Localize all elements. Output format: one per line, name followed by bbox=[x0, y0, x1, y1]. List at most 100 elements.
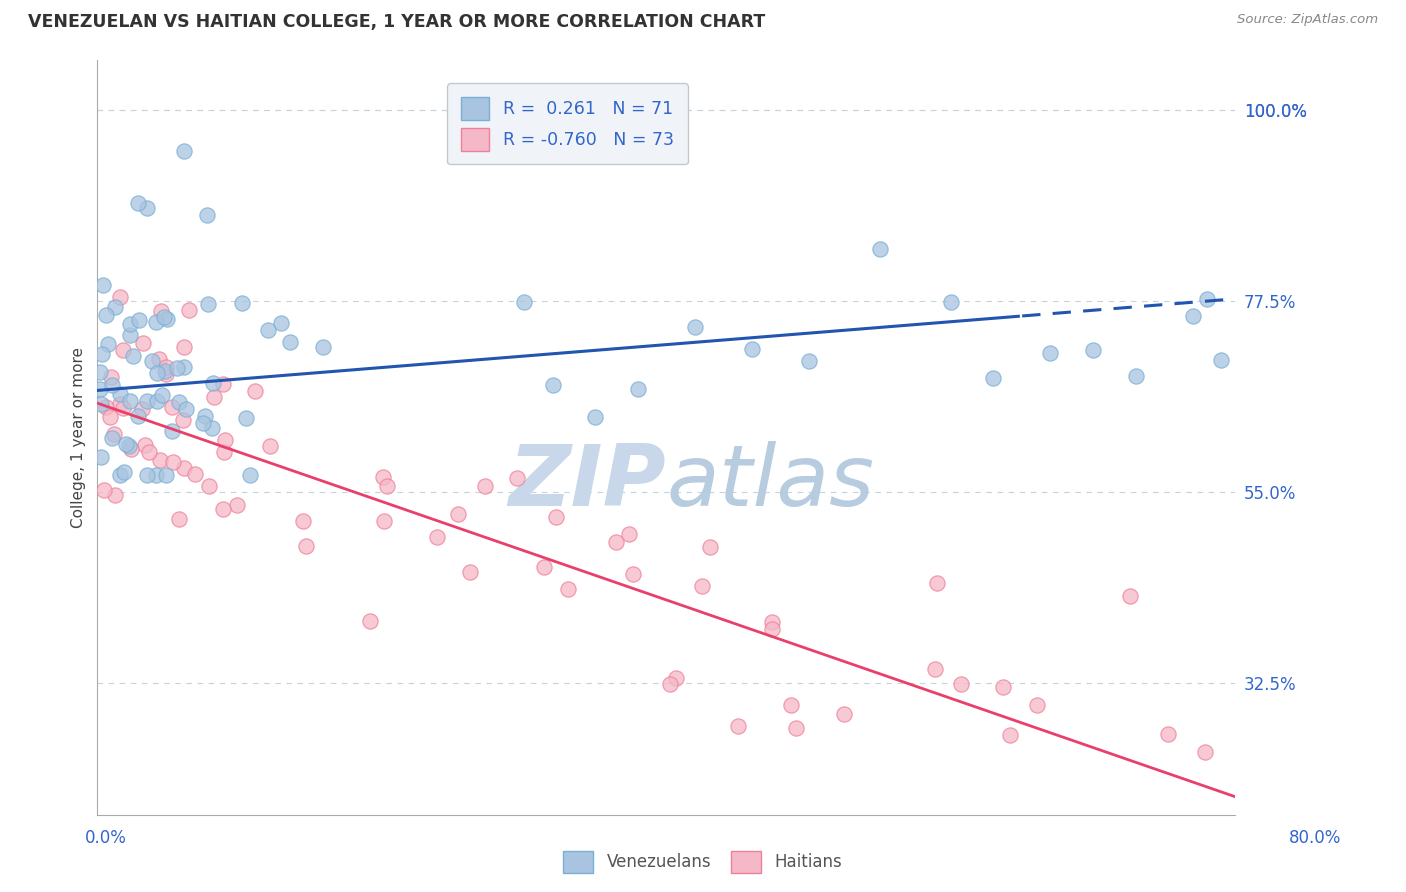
Point bbox=[118, 328, 141, 343]
Point bbox=[1119, 589, 1142, 603]
Point bbox=[110, 386, 132, 401]
Point bbox=[112, 401, 135, 415]
Text: 0.0%: 0.0% bbox=[84, 829, 127, 847]
Point bbox=[239, 468, 262, 483]
Point bbox=[1195, 292, 1218, 306]
Point bbox=[136, 468, 159, 483]
Point bbox=[426, 530, 449, 544]
Point bbox=[128, 313, 150, 327]
Point bbox=[541, 378, 564, 392]
Point bbox=[983, 371, 1005, 385]
Point bbox=[371, 470, 394, 484]
Point bbox=[155, 367, 177, 381]
Y-axis label: College, 1 year or more: College, 1 year or more bbox=[72, 347, 86, 527]
Point bbox=[173, 360, 195, 375]
Point bbox=[546, 510, 568, 524]
Point bbox=[127, 195, 149, 210]
Point bbox=[924, 662, 946, 676]
Point bbox=[135, 201, 157, 215]
Point bbox=[108, 468, 131, 483]
Point bbox=[155, 364, 177, 378]
Point bbox=[557, 582, 579, 596]
Point bbox=[194, 409, 217, 423]
Point bbox=[270, 316, 292, 330]
Text: VENEZUELAN VS HAITIAN COLLEGE, 1 YEAR OR MORE CORRELATION CHART: VENEZUELAN VS HAITIAN COLLEGE, 1 YEAR OR… bbox=[28, 13, 765, 31]
Legend: Venezuelans, Haitians: Venezuelans, Haitians bbox=[557, 845, 849, 880]
Point bbox=[214, 445, 236, 459]
Point bbox=[100, 370, 122, 384]
Point bbox=[583, 409, 606, 424]
Point bbox=[101, 377, 124, 392]
Point bbox=[359, 614, 381, 628]
Point bbox=[120, 317, 142, 331]
Point bbox=[727, 719, 749, 733]
Point bbox=[173, 461, 195, 475]
Point bbox=[1157, 726, 1180, 740]
Point bbox=[195, 208, 218, 222]
Point bbox=[1026, 698, 1049, 712]
Point bbox=[506, 471, 529, 485]
Point bbox=[149, 303, 172, 318]
Point bbox=[235, 411, 257, 425]
Point bbox=[257, 323, 280, 337]
Text: Source: ZipAtlas.com: Source: ZipAtlas.com bbox=[1237, 13, 1378, 27]
Point bbox=[153, 310, 176, 325]
Point bbox=[110, 397, 132, 411]
Point bbox=[138, 445, 160, 459]
Point bbox=[741, 342, 763, 356]
Point bbox=[167, 512, 190, 526]
Point bbox=[162, 424, 184, 438]
Point bbox=[201, 376, 224, 391]
Point bbox=[103, 426, 125, 441]
Point bbox=[869, 242, 891, 256]
Point bbox=[173, 339, 195, 353]
Point bbox=[101, 431, 124, 445]
Point bbox=[89, 382, 111, 396]
Point bbox=[212, 502, 235, 516]
Point bbox=[761, 622, 783, 636]
Point bbox=[198, 479, 221, 493]
Point bbox=[998, 728, 1021, 742]
Point bbox=[94, 308, 117, 322]
Point bbox=[665, 671, 688, 685]
Point bbox=[167, 394, 190, 409]
Text: atlas: atlas bbox=[666, 441, 875, 524]
Point bbox=[174, 401, 197, 416]
Point bbox=[226, 498, 249, 512]
Point bbox=[150, 388, 173, 402]
Point bbox=[118, 439, 141, 453]
Point bbox=[1125, 368, 1147, 383]
Point bbox=[201, 421, 224, 435]
Legend: R =  0.261   N = 71, R = -0.760   N = 73: R = 0.261 N = 71, R = -0.760 N = 73 bbox=[447, 83, 688, 164]
Point bbox=[627, 382, 650, 396]
Point bbox=[114, 437, 136, 451]
Point bbox=[127, 409, 149, 424]
Point bbox=[89, 365, 111, 379]
Point bbox=[373, 515, 395, 529]
Point bbox=[173, 145, 195, 159]
Point bbox=[779, 698, 801, 713]
Point bbox=[145, 366, 167, 380]
Point bbox=[690, 579, 713, 593]
Point bbox=[375, 478, 398, 492]
Point bbox=[212, 376, 235, 391]
Point bbox=[1081, 343, 1104, 357]
Point bbox=[699, 540, 721, 554]
Point bbox=[447, 508, 470, 522]
Point bbox=[121, 442, 143, 456]
Point bbox=[797, 354, 820, 368]
Point bbox=[134, 438, 156, 452]
Point bbox=[683, 320, 706, 334]
Point bbox=[243, 384, 266, 398]
Point bbox=[155, 468, 177, 483]
Point bbox=[605, 534, 627, 549]
Point bbox=[93, 483, 115, 497]
Text: ZIP: ZIP bbox=[509, 441, 666, 524]
Point bbox=[104, 300, 127, 314]
Point bbox=[927, 576, 949, 591]
Point bbox=[533, 560, 555, 574]
Point bbox=[122, 349, 145, 363]
Point bbox=[295, 539, 318, 553]
Point bbox=[162, 455, 184, 469]
Point bbox=[145, 468, 167, 483]
